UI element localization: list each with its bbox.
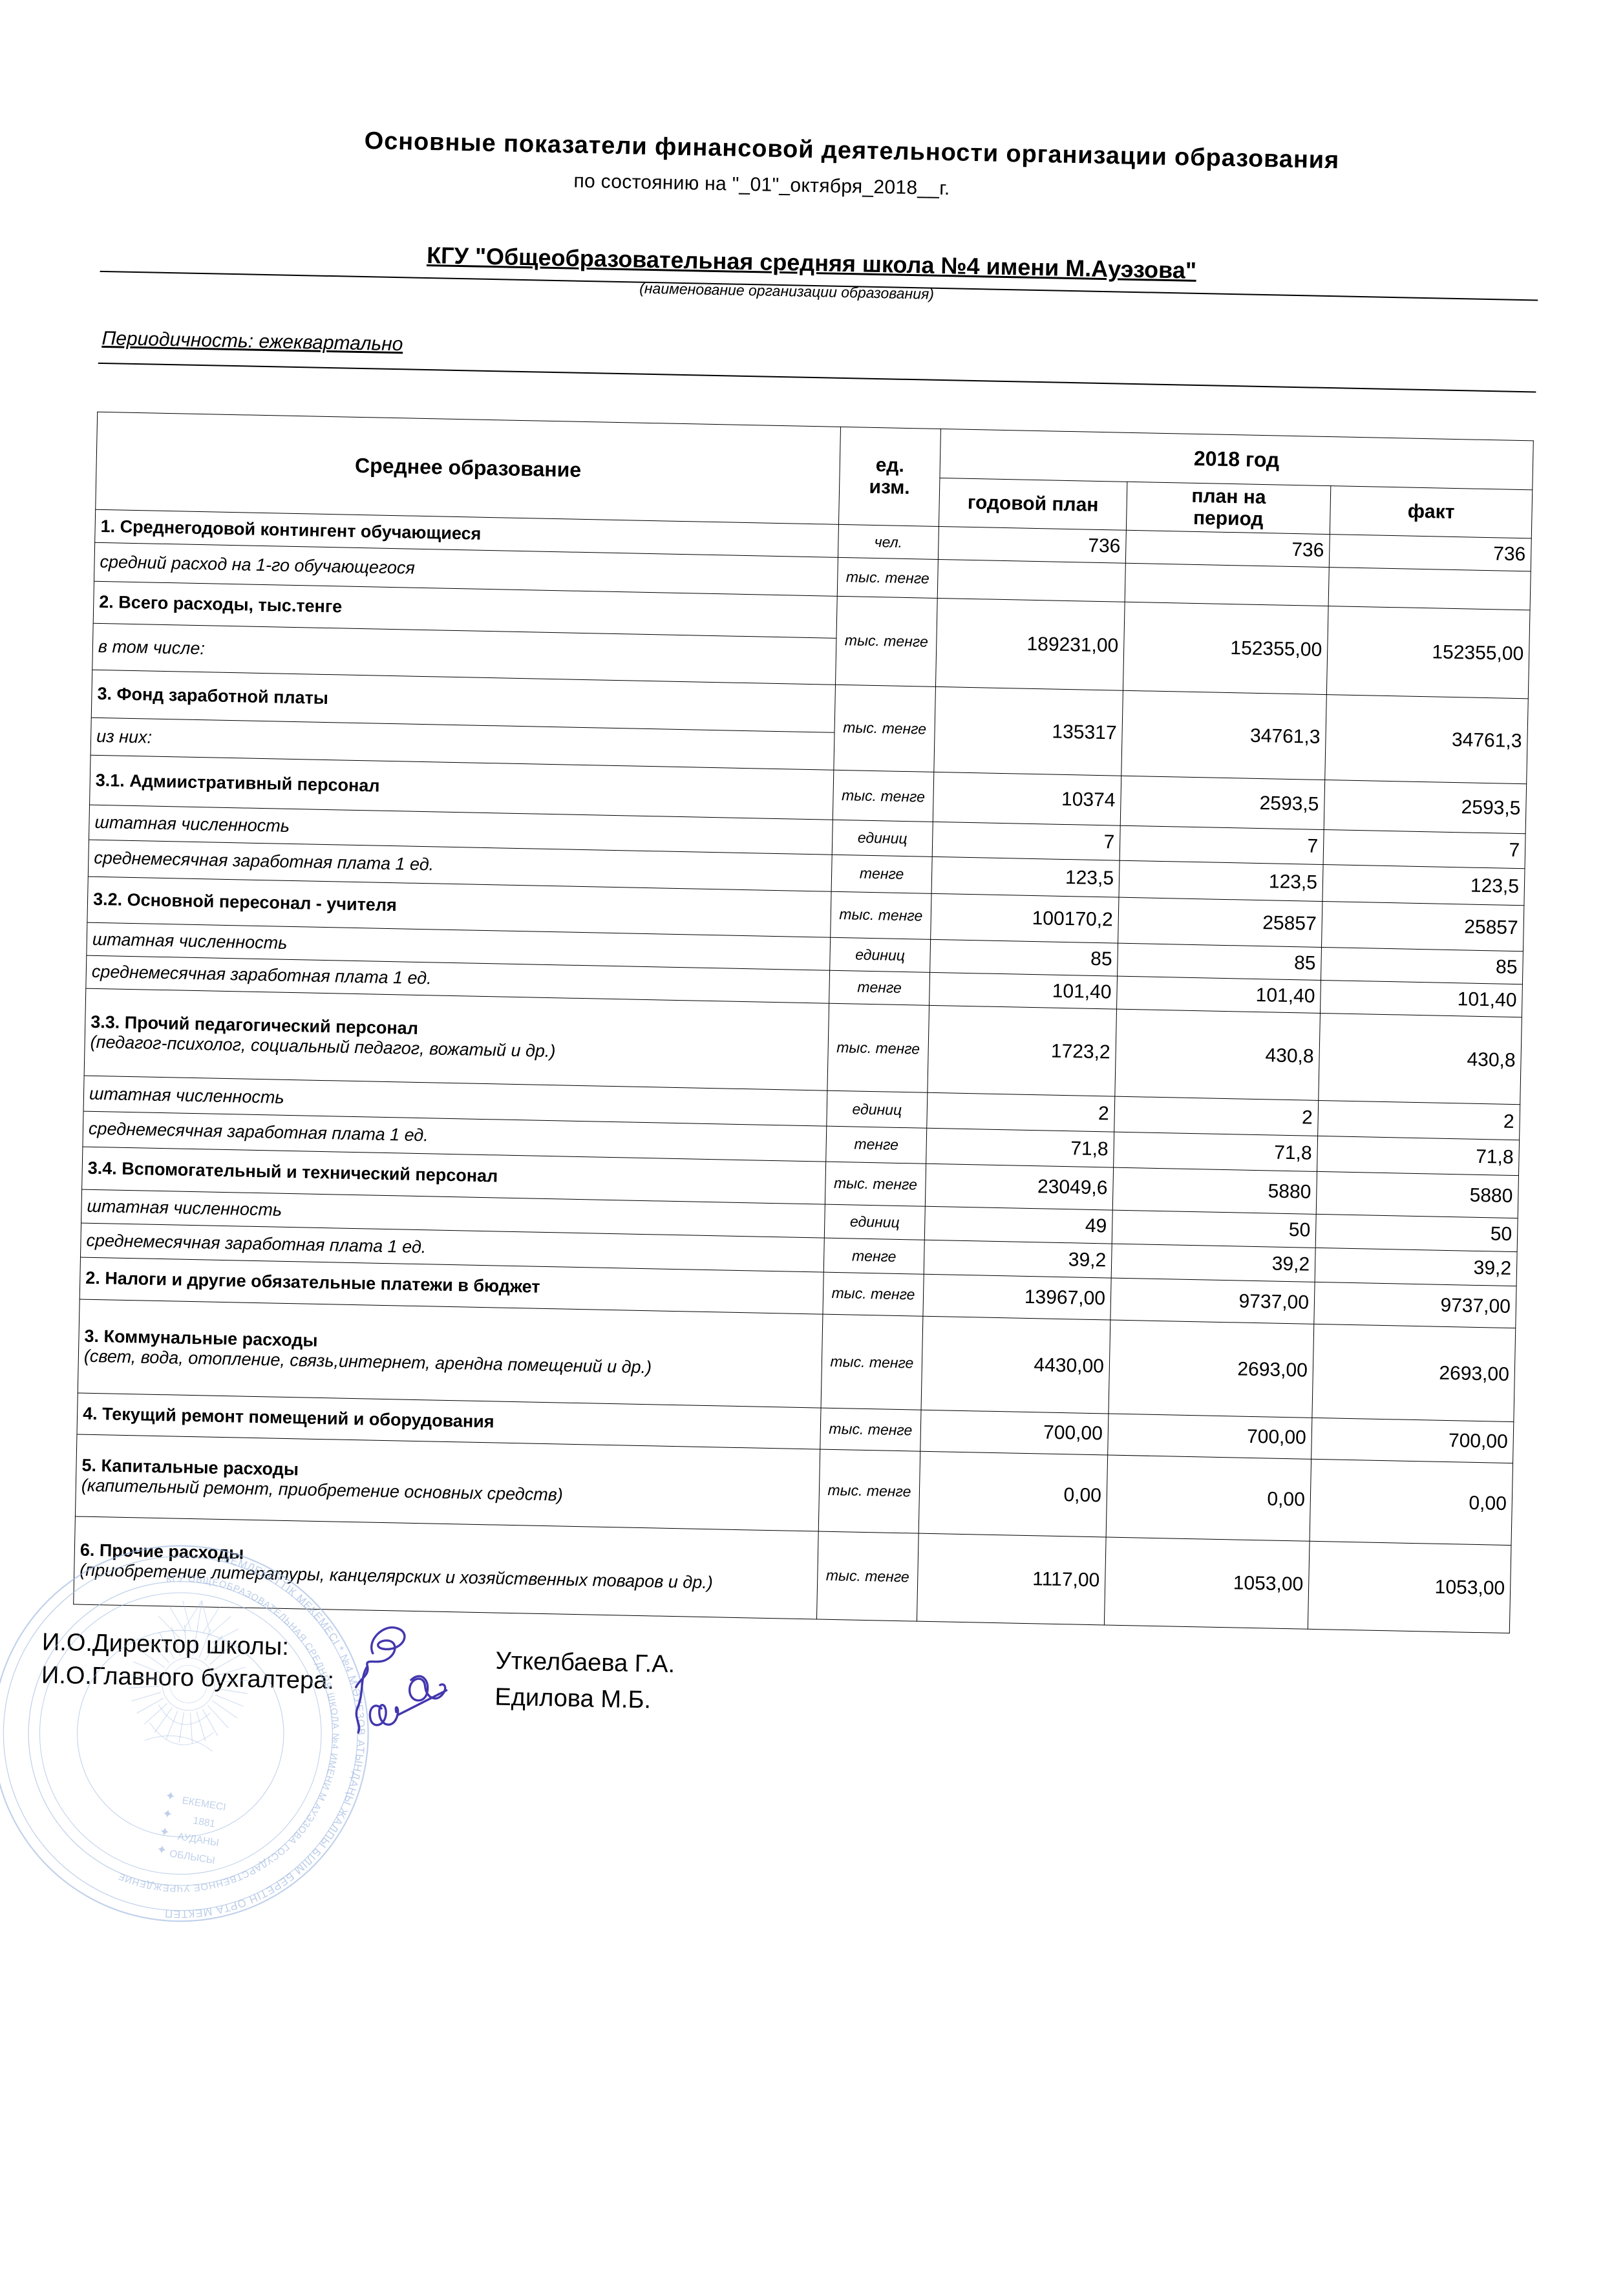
svg-text:ЕКЕМЕСІ: ЕКЕМЕСІ (181, 1795, 226, 1813)
svg-text:✦: ✦ (158, 1824, 171, 1840)
svg-text:1881: 1881 (193, 1815, 217, 1829)
svg-text:✦: ✦ (164, 1789, 177, 1804)
svg-text:✦: ✦ (161, 1807, 174, 1822)
svg-text:АУДАНЫ: АУДАНЫ (176, 1831, 219, 1849)
svg-text:ОБЛЫСЫ: ОБЛЫСЫ (169, 1848, 216, 1866)
svg-text:✦: ✦ (155, 1842, 168, 1858)
